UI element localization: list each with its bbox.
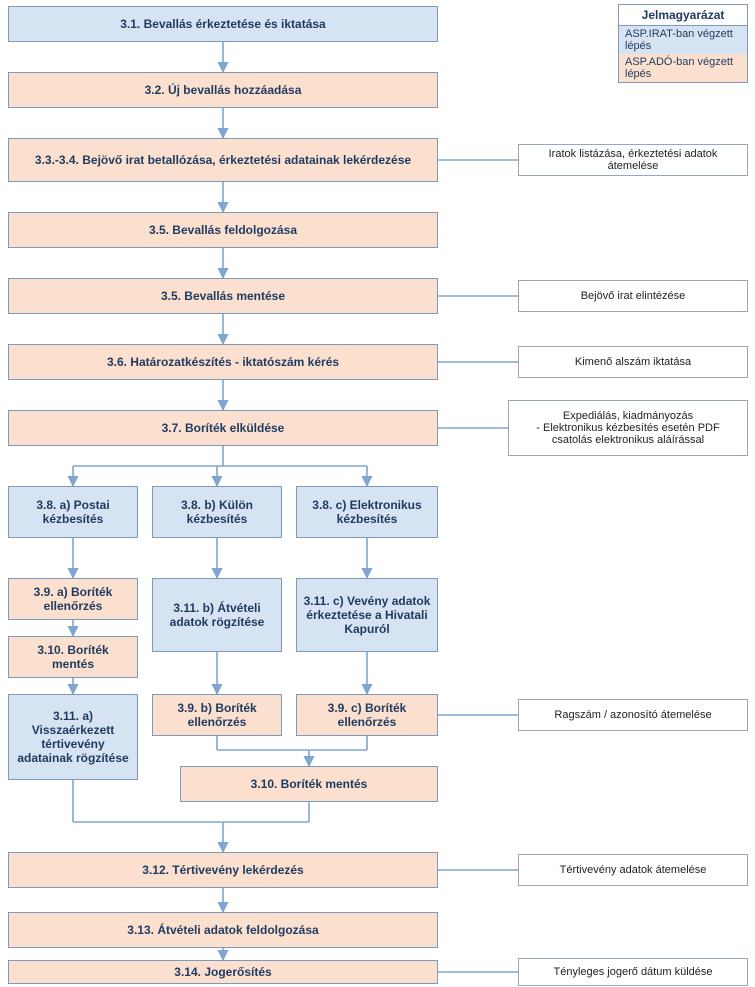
- flow-node-n33: 3.3.-3.4. Bejövő irat betallózása, érkez…: [8, 138, 438, 182]
- flow-node-n311b: 3.11. b) Átvételi adatok rögzítése: [152, 578, 282, 652]
- legend-row-ado: ASP.ADÓ-ban végzett lépés: [619, 54, 747, 82]
- flow-node-n39c: 3.9. c) Boríték ellenőrzés: [296, 694, 438, 736]
- flow-node-n38b: 3.8. b) Külön kézbesítés: [152, 486, 282, 538]
- flow-node-n310a: 3.10. Boríték mentés: [8, 636, 138, 678]
- flow-node-n310bc: 3.10. Boríték mentés: [180, 766, 438, 802]
- flow-node-n35a: 3.5. Bevallás feldolgozása: [8, 212, 438, 248]
- legend-row-irat: ASP.IRAT-ban végzett lépés: [619, 26, 747, 54]
- flowchart-canvas: Jelmagyarázat ASP.IRAT-ban végzett lépés…: [0, 0, 755, 987]
- flow-node-n38c: 3.8. c) Elektronikus kézbesítés: [296, 486, 438, 538]
- flow-node-n314: 3.14. Jogerősítés: [8, 960, 438, 984]
- flow-node-n39a: 3.9. a) Boríték ellenőrzés: [8, 578, 138, 620]
- side-note-s39c: Ragszám / azonosító átemelése: [518, 699, 748, 731]
- side-note-s33: Iratok listázása, érkeztetési adatok áte…: [518, 144, 748, 176]
- side-note-s312: Tértivevény adatok átemelése: [518, 854, 748, 886]
- flow-node-n38a: 3.8. a) Postai kézbesítés: [8, 486, 138, 538]
- legend-title: Jelmagyarázat: [619, 5, 747, 26]
- side-note-s36: Kimenő alszám iktatása: [518, 346, 748, 378]
- flow-node-n311c: 3.11. c) Vevény adatok érkeztetése a Hiv…: [296, 578, 438, 652]
- flow-node-n35b: 3.5. Bevallás mentése: [8, 278, 438, 314]
- flow-node-n31: 3.1. Bevallás érkeztetése és iktatása: [8, 6, 438, 42]
- flow-node-n37: 3.7. Boríték elküldése: [8, 410, 438, 446]
- flow-node-n312: 3.12. Tértivevény lekérdezés: [8, 852, 438, 888]
- flow-node-n36: 3.6. Határozatkészítés - iktatószám kéré…: [8, 344, 438, 380]
- legend: Jelmagyarázat ASP.IRAT-ban végzett lépés…: [618, 4, 748, 83]
- flow-node-n311a: 3.11. a) Visszaérkezett tértivevény adat…: [8, 694, 138, 780]
- flow-node-n39b: 3.9. b) Boríték ellenőrzés: [152, 694, 282, 736]
- flow-node-n313: 3.13. Átvételi adatok feldolgozása: [8, 912, 438, 948]
- flow-node-n32: 3.2. Új bevallás hozzáadása: [8, 72, 438, 108]
- side-note-s314: Tényleges jogerő dátum küldése: [518, 958, 748, 986]
- side-note-s37: Expediálás, kiadmányozás - Elektronikus …: [508, 400, 748, 456]
- side-note-s35b: Bejövő irat elintézése: [518, 280, 748, 312]
